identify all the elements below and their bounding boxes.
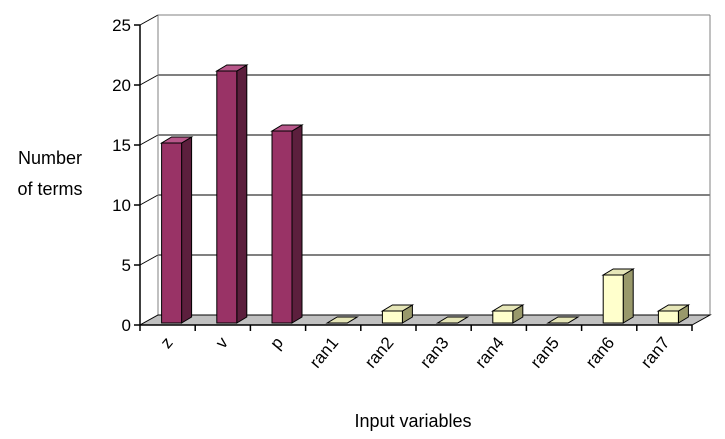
bar-ran5 [546, 316, 580, 324]
y-axis-label-line-1: Number [18, 148, 82, 168]
x-tick-label-ran3: ran3 [416, 333, 452, 371]
x-tick-label-ran4: ran4 [471, 333, 507, 371]
bar-front-ran7 [657, 310, 679, 324]
bar-top-ran5 [546, 316, 580, 324]
gridline-side-4 [139, 74, 159, 86]
x-tick-labels: z v p ran1 ran2 ran3 ran4 ran5 ran6 ran7 [157, 333, 674, 372]
gridline-side-5 [139, 14, 159, 26]
x-tick-label-z: z [157, 333, 177, 352]
bar-side-z [181, 136, 193, 324]
x-tick-label-p: p [266, 333, 287, 352]
y-tick-label-4: 20 [112, 76, 131, 95]
bar-top-ran3 [435, 316, 470, 324]
bar-front-ran6 [602, 274, 624, 324]
y-tick-label-5: 25 [112, 16, 131, 35]
bar-ran2 [380, 304, 415, 324]
bar-front-v [216, 70, 238, 324]
gridline-side-1 [139, 254, 159, 266]
y-tick-label-3: 15 [112, 136, 131, 155]
bar-p [270, 124, 304, 324]
x-axis-label: Input variables [354, 411, 471, 431]
y-tick-labels: 0 5 10 15 20 25 [112, 16, 131, 335]
y-tick-label-0: 0 [122, 316, 131, 335]
bar-front-p [271, 130, 293, 324]
bar-ran6 [601, 268, 636, 324]
bar-front-ran2 [381, 310, 403, 324]
bar-side-ran6 [622, 268, 634, 324]
bar-front-z [161, 142, 183, 324]
side-wall-edge [139, 15, 159, 326]
x-tick-label-ran5: ran5 [527, 333, 563, 371]
bar-ran1 [325, 316, 360, 324]
x-tick-label-v: v [212, 333, 232, 352]
x-tick-label-ran6: ran6 [582, 333, 618, 371]
y-axis-label-line-2: of terms [17, 179, 82, 199]
bar-side-v [236, 64, 248, 324]
bar-v [214, 64, 249, 324]
bar-side-p [291, 124, 303, 324]
bar-ran3 [435, 316, 470, 324]
x-tick-label-ran7: ran7 [637, 333, 673, 371]
y-tick-label-1: 5 [122, 256, 131, 275]
bar-z [159, 136, 194, 324]
bar-front-ran4 [492, 310, 514, 324]
x-tick-label-ran2: ran2 [361, 333, 397, 371]
gridline-side-2 [139, 194, 159, 206]
y-tick-label-2: 10 [112, 196, 131, 215]
x-tick-label-ran1: ran1 [306, 333, 342, 371]
bars [159, 64, 691, 324]
bar-ran7 [656, 304, 691, 324]
gridline-side-3 [139, 134, 159, 146]
bar-ran4 [490, 304, 525, 324]
bar-top-ran1 [325, 316, 360, 324]
